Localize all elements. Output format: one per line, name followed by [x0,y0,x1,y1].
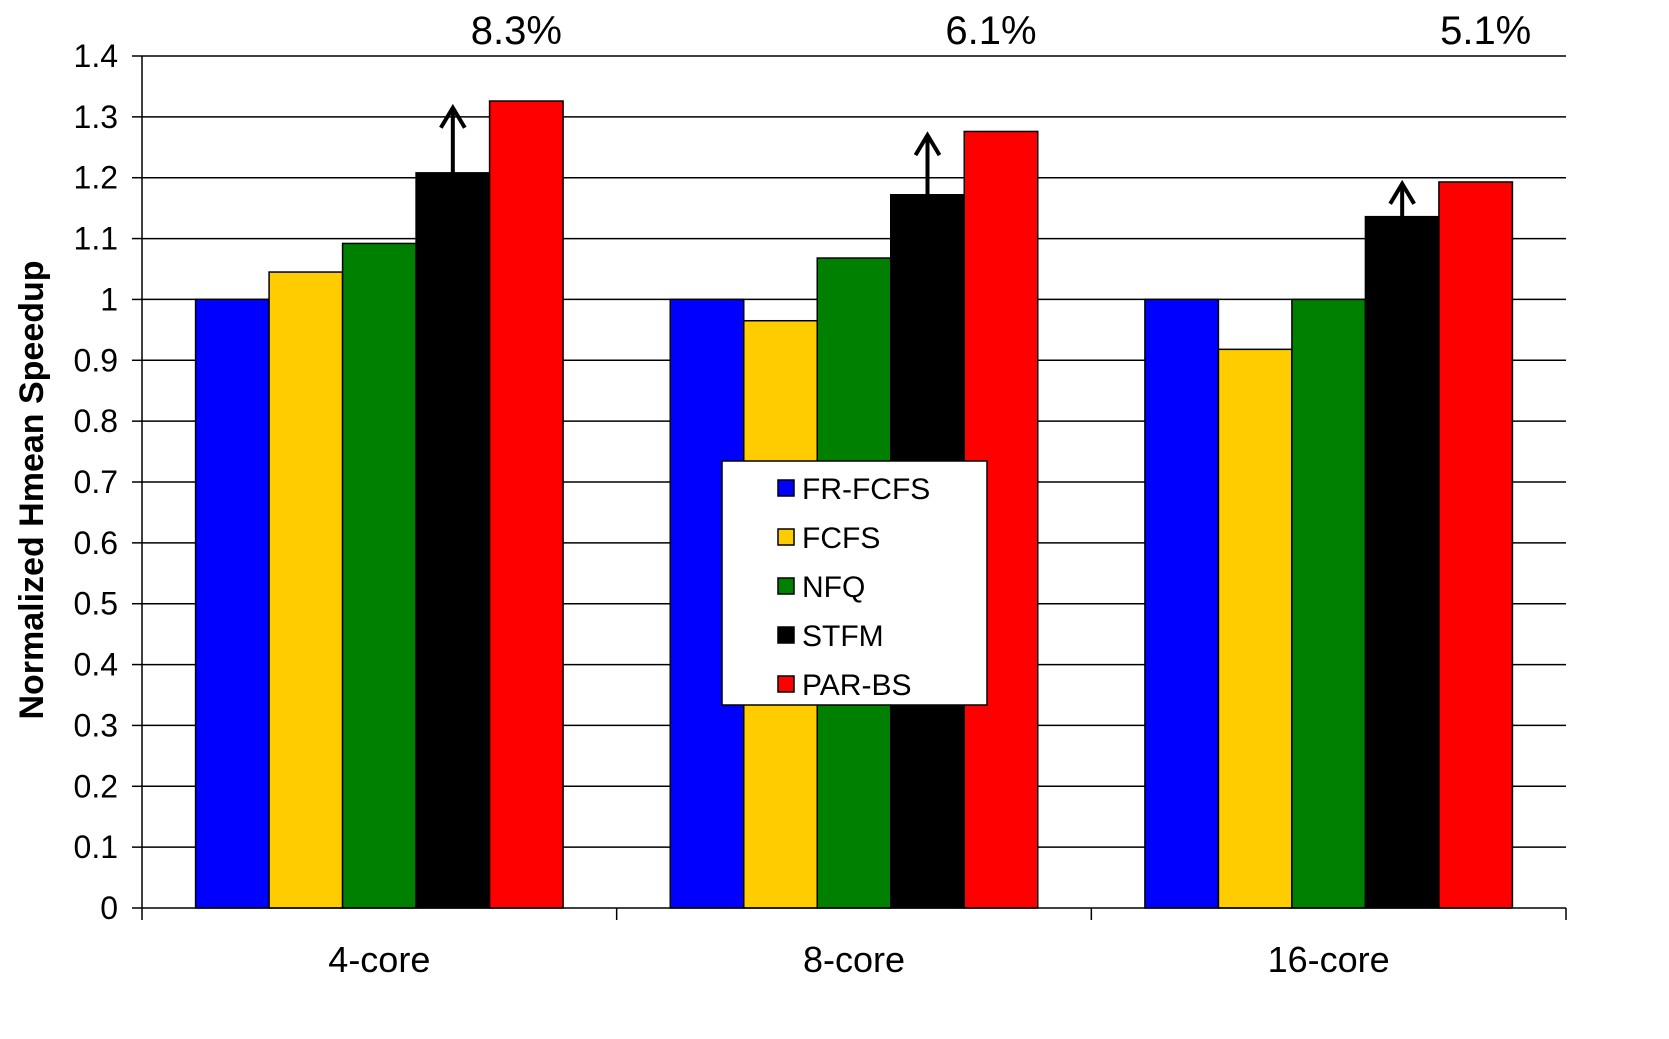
x-category-label: 16-core [1268,939,1390,980]
arrow-head [913,131,942,157]
legend-box [721,460,988,706]
y-tick-label: 0.5 [74,586,118,622]
legend-label-par-bs: PAR-BS [802,669,911,702]
legend-swatch-par-bs [777,675,795,693]
legend-label-stfm: STFM [802,620,884,653]
bar-fcfs-16-core [1217,348,1293,909]
bar-fr-fcfs-16-core [1144,298,1220,909]
legend-swatch-stfm [777,626,795,644]
legend-swatch-fr-fcfs [777,479,795,497]
y-axis-label: Normalized Hmean Speedup [13,260,51,719]
legend-label-fr-fcfs: FR-FCFS [802,473,930,506]
y-tick-label: 1.1 [74,221,118,257]
bar-fr-fcfs-4-core [194,298,270,909]
legend: FR-FCFS FCFS NFQ STFM PAR-BS [721,460,988,706]
y-tick-label: 1.2 [74,160,118,196]
axes [132,55,1567,920]
y-tick-label: 1.3 [74,99,118,135]
y-tick-label: 0.2 [74,768,118,804]
legend-label-fcfs: FCFS [802,522,880,555]
y-tick-label: 0.6 [74,525,118,561]
percentage-annotations: 8.3% 6.1% 5.1% [471,9,1532,53]
y-tick-label: 0.4 [74,647,118,683]
y-tick-label: 0.7 [74,464,118,500]
x-category-labels: 4-core 8-core 16-core [328,939,1389,980]
percentage-label: 5.1% [1440,9,1531,53]
y-tick-label: 1 [100,281,118,317]
x-category-label: 4-core [328,939,430,980]
y-tick-label: 0.8 [74,403,118,439]
y-tick-label: 0.1 [74,829,118,865]
bar-nfq-16-core [1291,298,1367,909]
legend-swatch-fcfs [777,528,795,546]
y-tick-label: 0 [100,890,118,926]
y-tick-label: 1.4 [74,38,118,74]
bar-par-bs-16-core [1438,181,1514,909]
percentage-label: 8.3% [471,9,562,53]
bar-fcfs-4-core [268,271,344,909]
bar-par-bs-4-core [488,100,564,909]
y-tick-label: 0.3 [74,707,118,743]
y-tick-label: 0.9 [74,342,118,378]
bar-stfm-4-core [415,172,491,909]
arrow-head [1388,179,1416,205]
bar-stfm-16-core [1364,215,1440,909]
arrow-head [439,103,467,129]
legend-swatch-nfq [777,577,795,595]
arrow-annotations [439,103,1416,217]
legend-label-nfq: NFQ [802,571,865,604]
y-tick-labels: 0 0.1 0.2 0.3 0.4 0.5 0.6 0.7 0.8 0.9 1 1.1 1.2 1.3 1.… [74,38,118,926]
bar-nfq-4-core [341,242,417,909]
x-category-label: 8-core [803,939,905,980]
percentage-label: 6.1% [945,9,1036,53]
